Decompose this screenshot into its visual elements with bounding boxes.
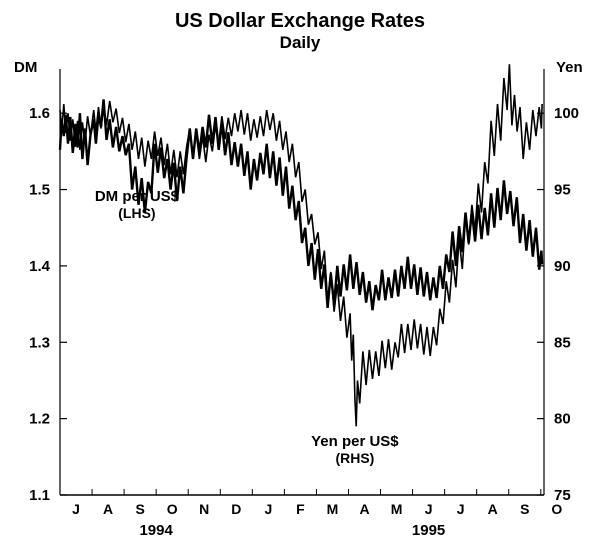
left-tick-label: 1.2 [29, 411, 50, 428]
left-tick-label: 1.6 [29, 105, 50, 122]
month-label: S [135, 501, 144, 517]
left-tick-label: 1.5 [29, 182, 50, 199]
annotation-dm: DM per US$ [95, 188, 180, 205]
left-tick-label: 1.3 [29, 334, 50, 351]
month-label: M [327, 501, 339, 517]
chart-title: US Dollar Exchange Rates [175, 10, 425, 32]
month-label: O [167, 501, 178, 517]
annotation-dm-sub: (LHS) [118, 205, 155, 221]
right-tick-label: 85 [554, 334, 571, 351]
annotation-yen-sub: (RHS) [335, 450, 374, 466]
right-tick-label: 100 [554, 105, 579, 122]
month-label: O [551, 501, 562, 517]
chart-container: US Dollar Exchange RatesDailyDMYen1.61.5… [0, 0, 600, 556]
month-label: J [425, 501, 433, 517]
month-label: F [296, 501, 305, 517]
left-tick-label: 1.1 [29, 487, 50, 504]
right-tick-label: 90 [554, 258, 571, 275]
month-label: S [520, 501, 529, 517]
year-label: 1994 [139, 522, 173, 539]
annotation-yen: Yen per US$ [311, 433, 399, 450]
right-axis-title: Yen [556, 59, 583, 76]
chart-svg: US Dollar Exchange RatesDailyDMYen1.61.5… [0, 0, 600, 556]
right-tick-label: 80 [554, 411, 571, 428]
month-label: A [488, 501, 498, 517]
month-label: M [391, 501, 403, 517]
series-yen-per-usd [60, 64, 542, 426]
right-tick-label: 95 [554, 182, 571, 199]
year-label: 1995 [412, 522, 445, 539]
month-label: D [231, 501, 241, 517]
month-label: J [264, 501, 272, 517]
month-label: J [72, 501, 80, 517]
month-label: A [359, 501, 369, 517]
month-label: N [199, 501, 209, 517]
month-label: J [457, 501, 465, 517]
month-label: A [103, 501, 113, 517]
left-axis-title: DM [14, 59, 37, 76]
left-tick-label: 1.4 [29, 258, 51, 275]
chart-subtitle: Daily [280, 33, 321, 52]
